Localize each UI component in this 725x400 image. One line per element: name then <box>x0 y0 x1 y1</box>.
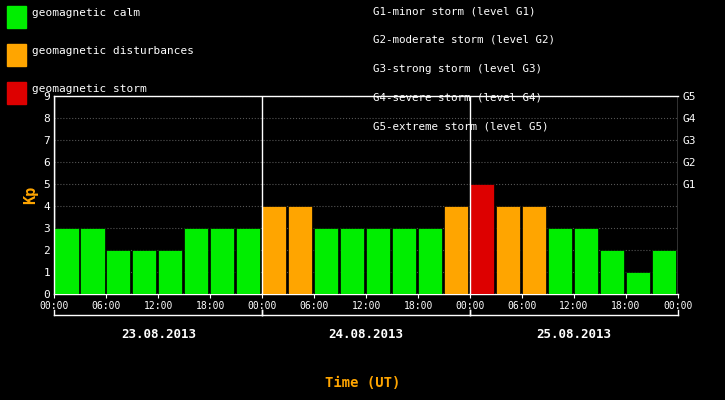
Bar <box>158 250 183 294</box>
Bar <box>80 228 104 294</box>
Bar <box>678 228 702 294</box>
Bar <box>107 250 130 294</box>
Bar <box>314 228 339 294</box>
Bar <box>288 206 312 294</box>
Bar <box>574 228 598 294</box>
Bar <box>262 206 286 294</box>
Bar <box>340 228 364 294</box>
Text: Time (UT): Time (UT) <box>325 376 400 390</box>
Text: 24.08.2013: 24.08.2013 <box>328 328 404 341</box>
Text: geomagnetic calm: geomagnetic calm <box>32 8 140 18</box>
Text: G1-minor storm (level G1): G1-minor storm (level G1) <box>373 6 536 16</box>
Bar <box>470 184 494 294</box>
Text: geomagnetic storm: geomagnetic storm <box>32 84 146 94</box>
Bar <box>210 228 234 294</box>
Bar <box>600 250 624 294</box>
Bar <box>392 228 416 294</box>
Text: G5-extreme storm (level G5): G5-extreme storm (level G5) <box>373 121 549 131</box>
Bar <box>132 250 157 294</box>
Bar <box>548 228 572 294</box>
Text: 25.08.2013: 25.08.2013 <box>536 328 611 341</box>
Bar <box>652 250 676 294</box>
Bar <box>522 206 546 294</box>
Y-axis label: Kp: Kp <box>23 186 38 204</box>
Bar <box>366 228 390 294</box>
Bar <box>54 228 78 294</box>
Text: G3-strong storm (level G3): G3-strong storm (level G3) <box>373 64 542 74</box>
Bar <box>496 206 520 294</box>
Bar <box>626 272 650 294</box>
Text: geomagnetic disturbances: geomagnetic disturbances <box>32 46 194 56</box>
Text: G4-severe storm (level G4): G4-severe storm (level G4) <box>373 92 542 102</box>
Bar <box>444 206 468 294</box>
Text: 23.08.2013: 23.08.2013 <box>121 328 196 341</box>
Bar <box>236 228 260 294</box>
Text: G2-moderate storm (level G2): G2-moderate storm (level G2) <box>373 35 555 45</box>
Bar <box>418 228 442 294</box>
Bar <box>184 228 208 294</box>
